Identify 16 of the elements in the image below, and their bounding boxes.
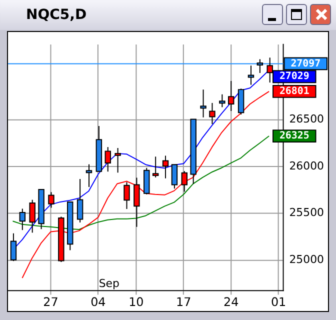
- x-tick-label: 17: [176, 294, 192, 309]
- x-tick-label: 24: [223, 294, 239, 309]
- data-label: 26801: [279, 86, 310, 98]
- data-label: 26325: [279, 130, 310, 142]
- y-tick-label: 26000: [289, 159, 324, 172]
- annotation: Sep: [98, 277, 120, 290]
- x-tick-label: 01: [270, 294, 286, 309]
- x-tick-label: 27: [43, 294, 58, 309]
- y-tick-label: 25000: [289, 252, 324, 266]
- data-label: 27029: [279, 71, 310, 82]
- y-tick-label: 25500: [289, 206, 324, 220]
- y-tick-label: 26500: [289, 112, 324, 126]
- chart-title: NQC5,D: [26, 7, 87, 23]
- x-tick-label: 10: [128, 294, 144, 309]
- x-tick-label: 04: [90, 294, 106, 309]
- ref-line-label: 27097: [290, 58, 321, 70]
